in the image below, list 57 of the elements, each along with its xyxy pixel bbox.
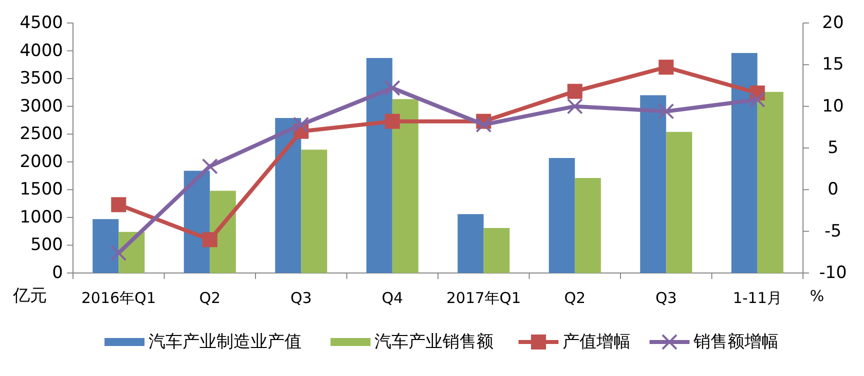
point	[202, 158, 218, 174]
y-tick-label: 1000	[20, 207, 63, 228]
y-tick-label: 4500	[20, 13, 63, 33]
x-tick-label: 1-11月	[732, 289, 782, 307]
x-tick-label: 2016年Q1	[81, 289, 156, 307]
y2-tick-label: 20	[822, 13, 844, 33]
bar	[548, 158, 575, 273]
x-tick-label: Q2	[199, 289, 221, 307]
x-tick-label: Q2	[564, 289, 586, 307]
point	[567, 84, 582, 99]
y-tick-label: 1500	[20, 180, 63, 200]
y-tick-label: 2500	[20, 124, 63, 144]
point	[658, 60, 674, 75]
point	[566, 98, 583, 114]
legend-label: 销售额增幅	[692, 332, 778, 352]
bar	[392, 99, 418, 273]
y2-tick-label: -10	[819, 263, 847, 283]
point	[658, 103, 674, 120]
bar	[640, 95, 666, 273]
bar	[92, 219, 119, 273]
point	[476, 116, 492, 133]
y2-axis-title: %	[810, 287, 824, 305]
y2-tick-label: 5	[828, 138, 838, 158]
x-tick-label: Q3	[655, 289, 677, 307]
point	[202, 232, 218, 248]
y-tick-label: 4000	[20, 40, 63, 61]
bar	[301, 150, 328, 273]
y-tick-label: 0	[52, 263, 63, 283]
y2-tick-label: 15	[822, 54, 844, 75]
y-axis-title: 亿元	[12, 286, 47, 306]
y-tick-label: 3500	[20, 68, 63, 89]
y2-tick-label: 10	[822, 96, 844, 116]
x-tick-label: Q3	[290, 289, 312, 307]
y-tick-label: 2000	[20, 152, 63, 172]
legend-label: 产值增幅	[562, 332, 630, 352]
y-tick-label: 3000	[20, 96, 63, 116]
legend-label: 汽车产业制造业产值	[148, 332, 302, 352]
point	[111, 197, 126, 212]
bar	[757, 92, 784, 273]
bar	[366, 58, 392, 273]
x-tick-label: 2017年Q1	[446, 289, 521, 307]
point	[384, 80, 400, 96]
bar	[275, 118, 302, 273]
bar	[484, 228, 510, 273]
bar	[458, 214, 484, 273]
point	[293, 116, 310, 133]
y2-tick-label: -5	[824, 221, 842, 242]
point	[749, 92, 766, 108]
x-tick-label: Q4	[382, 289, 404, 307]
bar	[731, 53, 758, 273]
legend-label: 汽车产业销售额	[374, 332, 494, 352]
point	[110, 245, 127, 261]
y2-tick-label: 0	[828, 180, 838, 200]
point	[384, 114, 400, 129]
bar	[574, 178, 601, 273]
bar	[666, 132, 692, 273]
y-tick-label: 500	[30, 235, 63, 256]
